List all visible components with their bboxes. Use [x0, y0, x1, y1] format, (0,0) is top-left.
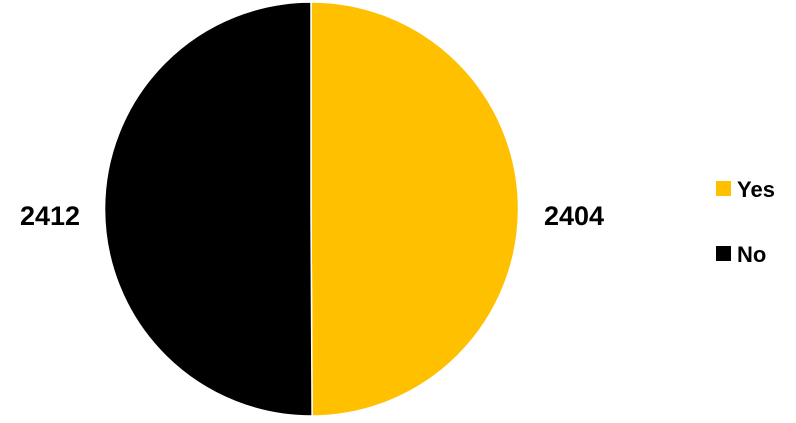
legend-label-no: No [737, 242, 766, 267]
data-label-yes: 2404 [544, 201, 604, 231]
pie-slice-no [103, 1, 313, 417]
pie-slice-yes [310, 1, 520, 417]
pie-data-labels: 2404 2412 [20, 201, 604, 231]
legend-label-yes: Yes [737, 177, 775, 202]
pie-slices [103, 1, 520, 417]
legend: Yes No [716, 177, 775, 267]
legend-swatch-yes [716, 181, 731, 196]
legend-swatch-no [716, 246, 731, 261]
data-label-no: 2412 [20, 201, 80, 231]
